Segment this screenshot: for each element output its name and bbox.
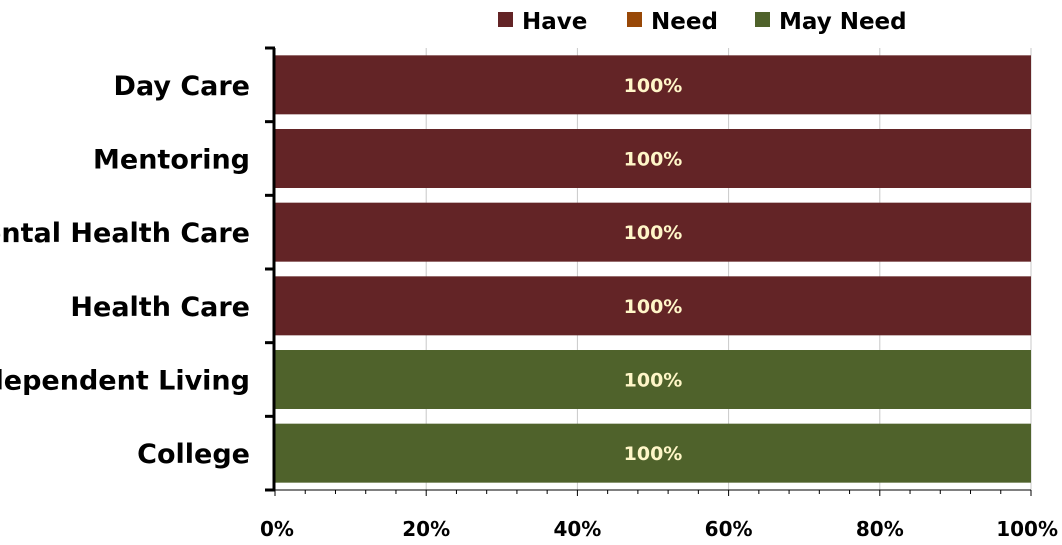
legend-label-may-need: May Need: [779, 9, 907, 35]
legend-swatch-may-need: [755, 12, 770, 27]
bar-have: [275, 276, 1031, 336]
legend-label-need: Need: [651, 9, 718, 35]
data-label: 100%: [624, 443, 683, 465]
legend-swatch-have: [498, 12, 513, 27]
bar-have: [275, 129, 1031, 188]
bar-have: [275, 202, 1031, 262]
data-label: 100%: [624, 296, 683, 318]
category-label: Day Care: [114, 71, 250, 102]
x-tick-label: 0%: [260, 517, 294, 541]
legend-swatch-need: [627, 12, 642, 27]
x-tick-label: 20%: [402, 517, 450, 541]
bar-have: [275, 55, 1031, 115]
data-label: 100%: [624, 75, 683, 97]
bars: [275, 55, 1031, 483]
x-tick-label: 100%: [996, 517, 1058, 541]
data-label: 100%: [624, 370, 683, 392]
x-tick-label: 40%: [553, 517, 601, 541]
data-label: 100%: [624, 149, 683, 171]
category-label: Independent Living: [0, 366, 250, 397]
legend: Have Need May Need: [498, 9, 907, 35]
category-label: Health Care: [70, 292, 250, 323]
category-label: College: [137, 439, 250, 470]
category-label: Mental Health Care: [0, 218, 250, 249]
legend-label-have: Have: [522, 9, 587, 35]
x-tick-label: 80%: [856, 517, 904, 541]
axes: [265, 46, 1032, 496]
category-label: Mentoring: [93, 145, 250, 176]
gridlines: [425, 48, 1032, 490]
bar-may-need: [275, 423, 1031, 483]
x-tick-label: 60%: [705, 517, 753, 541]
labels: 100% Day Care 100% Mentoring 100% Mental Heal…: [0, 71, 1058, 541]
bar-may-need: [275, 350, 1031, 409]
data-label: 100%: [624, 222, 683, 244]
